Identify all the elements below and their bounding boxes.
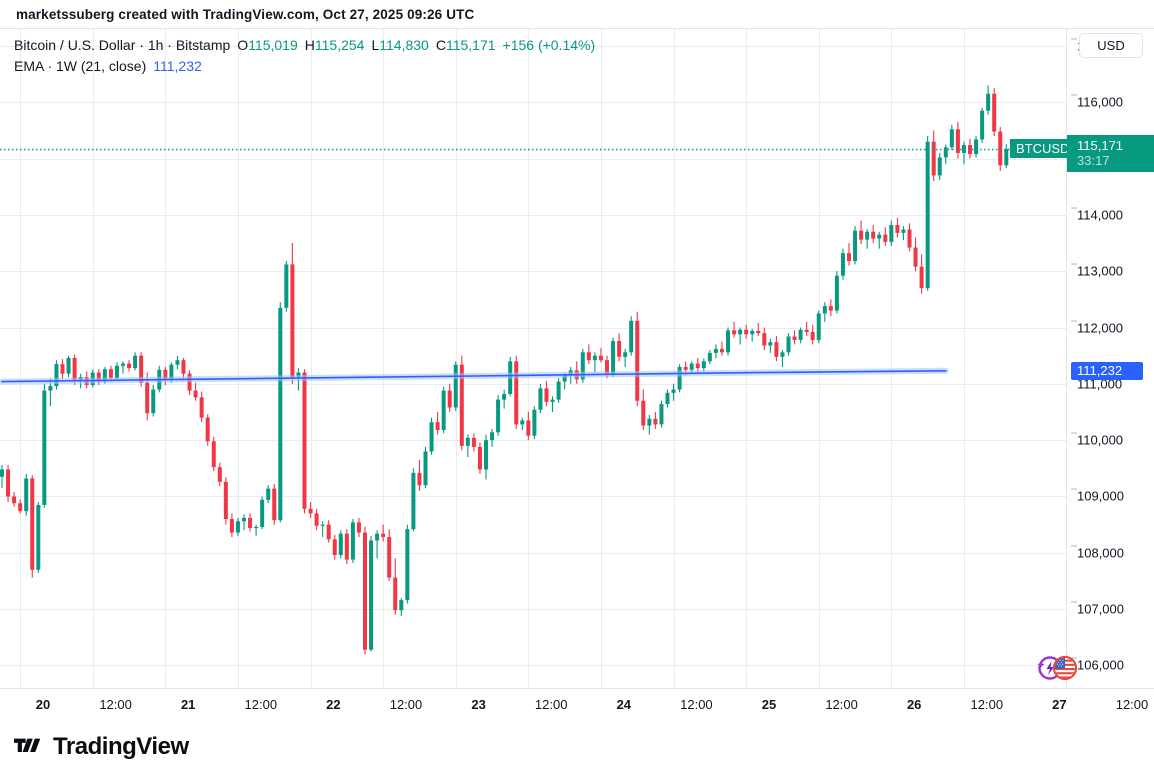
time-tick-hour: 12:00 [825, 697, 858, 712]
time-tick-day: 25 [761, 697, 777, 712]
chart-gridlines [0, 29, 1066, 688]
time-tick-hour: 12:00 [389, 697, 423, 712]
time-tick-day: 20 [35, 697, 51, 712]
chart-frame: Bitcoin / U.S. Dollar · 1h · Bitstamp O1… [0, 28, 1154, 688]
price-tick-dash [1071, 94, 1077, 96]
time-tick-day: 26 [906, 697, 922, 712]
last-price-badge: 115,171 33:17 [1067, 134, 1154, 172]
us-flag-icon [1053, 655, 1078, 681]
tradingview-logo: TradingView [14, 733, 189, 761]
tradingview-wordmark: TradingView [53, 733, 189, 760]
time-tick-day: 22 [326, 697, 341, 712]
time-tick-hour: 12:00 [680, 697, 713, 712]
price-tick: 112,000 [1071, 320, 1123, 335]
price-tick: 106,000 [1071, 657, 1124, 673]
price-tick: 110,000 [1071, 432, 1123, 448]
price-tick: 116,000 [1071, 94, 1123, 110]
time-tick-day: 21 [180, 697, 196, 712]
time-tick-hour: 12:00 [970, 697, 1004, 712]
time-tick-day: 23 [471, 697, 486, 712]
price-tick: 114,000 [1071, 207, 1123, 222]
price-tick-dash [1071, 545, 1077, 547]
price-tick-dash [1071, 601, 1077, 603]
time-tick-hour: 12:00 [244, 697, 278, 712]
attribution-text: marketssuberg created with TradingView.c… [16, 6, 475, 22]
time-axis[interactable]: 20 12:00 21 12:00 22 12:00 23 12:00 24 12:00 25 12:… [0, 688, 1154, 720]
candlestick-series [0, 85, 1009, 655]
price-tick-dash [1071, 488, 1077, 490]
tradingview-mark-icon [14, 738, 41, 752]
chart-overlays [0, 148, 1066, 385]
last-price-value: 115,171 [1077, 137, 1124, 153]
price-tick-dash [1071, 432, 1077, 434]
bar-countdown: 33:17 [1077, 152, 1110, 168]
time-tick-hour: 12:00 [534, 697, 568, 712]
time-tick-day: 27 [1052, 697, 1067, 712]
plot-area[interactable] [0, 29, 1066, 688]
price-tick-dash [1071, 657, 1077, 659]
currency-button[interactable]: USD [1079, 33, 1143, 58]
ema-price-badge: 111,232 [1071, 361, 1143, 380]
time-tick-day: 24 [616, 697, 632, 712]
price-tick: 113,000 [1071, 263, 1123, 279]
attribution-bar: marketssuberg created with TradingView.c… [0, 0, 1154, 28]
price-tick: 109,000 [1071, 488, 1124, 504]
price-tick-dash [1071, 207, 1077, 209]
symbol-price-line-tag: BTCUSD [1010, 139, 1076, 159]
price-tick: 107,000 [1071, 601, 1124, 617]
time-tick-hour: 12:00 [1115, 697, 1149, 712]
price-tick-dash [1071, 320, 1077, 322]
price-axis[interactable]: USD BTCUSD 115,171 33:17 111,232 117,000… [1010, 29, 1154, 688]
price-tick-dash [1071, 263, 1077, 265]
price-tick-dash [1071, 38, 1077, 40]
price-tick: 108,000 [1071, 545, 1124, 560]
time-tick-hour: 12:00 [99, 697, 132, 712]
us-economic-event-marker[interactable] [1037, 652, 1081, 687]
